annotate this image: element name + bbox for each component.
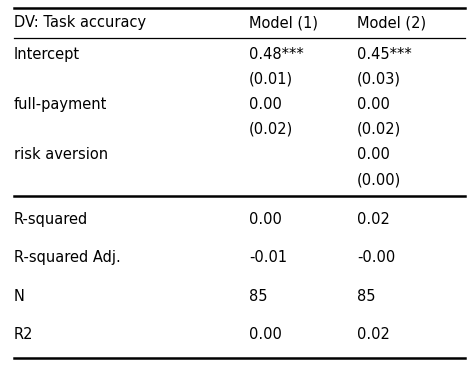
Text: 0.00: 0.00 [357,147,390,162]
Text: Model (1): Model (1) [249,15,318,30]
Text: (0.00): (0.00) [357,172,401,187]
Text: risk aversion: risk aversion [14,147,108,162]
Text: R-squared Adj.: R-squared Adj. [14,250,121,265]
Text: 0.45***: 0.45*** [357,47,412,62]
Text: full-payment: full-payment [14,97,108,112]
Text: N: N [14,289,25,304]
Text: 0.00: 0.00 [357,97,390,112]
Text: R2: R2 [14,327,33,342]
Text: Intercept: Intercept [14,47,80,62]
Text: 0.02: 0.02 [357,327,390,342]
Text: 0.00: 0.00 [249,327,282,342]
Text: 0.02: 0.02 [357,212,390,227]
Text: Model (2): Model (2) [357,15,426,30]
Text: (0.02): (0.02) [249,122,293,137]
Text: (0.02): (0.02) [357,122,401,137]
Text: R-squared: R-squared [14,212,88,227]
Text: 0.00: 0.00 [249,212,282,227]
Text: DV: Task accuracy: DV: Task accuracy [14,15,146,30]
Text: -0.00: -0.00 [357,250,395,265]
Text: (0.01): (0.01) [249,72,293,87]
Text: 85: 85 [249,289,267,304]
Text: -0.01: -0.01 [249,250,287,265]
Text: 0.48***: 0.48*** [249,47,304,62]
Text: 85: 85 [357,289,376,304]
Text: (0.03): (0.03) [357,72,401,87]
Text: 0.00: 0.00 [249,97,282,112]
